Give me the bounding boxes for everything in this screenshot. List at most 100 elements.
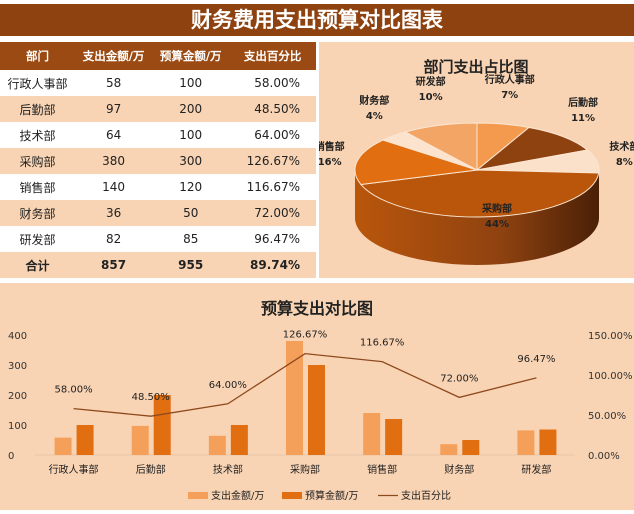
- pie-label-percent: 4%: [366, 111, 383, 122]
- y2-tick-label: 150.00%: [588, 331, 633, 342]
- cell-dept: 销售部: [19, 180, 56, 195]
- budget-bar: [153, 395, 171, 455]
- cell-budget: 85: [183, 232, 199, 246]
- header-dept: 部门: [0, 42, 76, 70]
- table-row: 研发部 82 85 96.47%: [0, 226, 316, 252]
- pie-label-percent: 7%: [501, 90, 518, 101]
- y2-tick-label: 0.00%: [588, 451, 620, 462]
- cell-dept: 研发部: [19, 232, 56, 247]
- cell-budget: 300: [152, 148, 230, 174]
- pie-label-category: 行政人事部: [484, 73, 535, 86]
- x-tick-label: 研发部: [521, 463, 551, 476]
- x-tick-label: 后勤部: [136, 463, 166, 476]
- y-tick-label: 0: [8, 451, 14, 462]
- legend-label: 支出百分比: [401, 489, 451, 502]
- spend-bar: [440, 444, 458, 455]
- pie-label-category: 销售部: [319, 140, 345, 153]
- cell-dept: 技术部: [19, 128, 56, 143]
- line-data-label: 96.47%: [517, 354, 555, 365]
- y-tick-label: 400: [8, 331, 27, 342]
- total-cell: 合计: [0, 252, 76, 278]
- percent-line: [73, 352, 537, 417]
- y2-tick-label: 50.00%: [588, 411, 626, 422]
- page-title: 财务费用支出预算对比图表: [0, 4, 634, 36]
- budget-bar: [76, 425, 94, 455]
- budget-bar: [539, 429, 557, 455]
- cell-budget: 100: [179, 128, 203, 142]
- cell-dept: 行政人事部: [7, 76, 68, 91]
- pie-label-percent: 10%: [419, 92, 443, 103]
- pie-slice: [354, 139, 478, 186]
- header-spend: 支出金额/万: [75, 42, 153, 70]
- cell-budget: 120: [179, 180, 203, 194]
- data-table: 部门 支出金额/万 预算金额/万 支出百分比 行政人事部 58 100 58.00% 后…: [0, 42, 316, 278]
- cell-dept: 财务部: [0, 200, 76, 226]
- combo-chart: 预算支出对比图 0 100 200 300 400 0.00% 50.00% 100.00% 15…: [8, 299, 633, 502]
- cell-budget: 50: [152, 200, 230, 226]
- cell-percent: 96.47%: [254, 232, 300, 246]
- table-row: 采购部 380 300 126.67%: [0, 148, 316, 174]
- cell-spend: 58: [105, 76, 122, 90]
- cell-percent: 72.00%: [229, 200, 316, 226]
- line-data-label: 126.67%: [283, 330, 328, 341]
- x-tick-label: 采购部: [290, 463, 320, 476]
- legend-label: 预算金额/万: [305, 489, 358, 502]
- table-row: 技术部 64 100 64.00%: [0, 122, 316, 148]
- line-data-label: 48.50%: [132, 392, 170, 403]
- total-cell: 955: [152, 252, 230, 278]
- table-header: 部门 支出金额/万 预算金额/万 支出百分比: [0, 42, 316, 70]
- cell-percent: 58.00%: [254, 76, 300, 90]
- legend-label: 支出金额/万: [211, 489, 264, 502]
- pie-label-percent: 8%: [616, 157, 633, 168]
- y-tick-label: 200: [8, 391, 27, 402]
- y-tick-label: 300: [8, 361, 27, 372]
- cell-spend: 64: [105, 128, 122, 142]
- line-data-label: 64.00%: [209, 380, 247, 391]
- table-row: 后勤部 97 200 48.50%: [0, 96, 316, 122]
- header-budget: 预算金额/万: [152, 42, 230, 70]
- budget-bar: [230, 425, 248, 455]
- spend-bar: [517, 430, 535, 455]
- pie-label-category: 财务部: [358, 94, 389, 107]
- pie-label-percent: 44%: [485, 219, 509, 230]
- bar-title: 预算支出对比图: [261, 299, 373, 318]
- cell-percent: 126.67%: [229, 148, 316, 174]
- cell-budget: 100: [179, 76, 203, 90]
- x-tick-label: 行政人事部: [49, 463, 99, 476]
- cell-dept: 后勤部: [0, 96, 76, 122]
- total-cell: 89.74%: [229, 252, 316, 278]
- cell-dept: 采购部: [0, 148, 76, 174]
- cell-spend: 82: [105, 232, 122, 246]
- spend-bar: [54, 437, 72, 455]
- cell-spend: 97: [75, 96, 153, 122]
- pie-label-percent: 16%: [319, 157, 342, 168]
- line-data-label: 58.00%: [55, 385, 93, 396]
- y-tick-label: 100: [8, 421, 27, 432]
- table-row: 财务部 36 50 72.00%: [0, 200, 316, 226]
- cell-percent: 116.67%: [246, 180, 300, 194]
- bar-chart-panel: 预算支出对比图 0 100 200 300 400 0.00% 50.00% 100.00% 15…: [0, 283, 634, 510]
- pie-label-category: 技术部: [609, 140, 634, 153]
- total-cell: 857: [75, 252, 153, 278]
- pie-slice: [475, 126, 589, 171]
- budget-bar: [462, 440, 480, 455]
- pie-slice: [359, 169, 600, 218]
- legend-swatch: [188, 492, 208, 499]
- cell-spend: 140: [102, 180, 126, 194]
- budget-bar: [385, 419, 403, 455]
- spend-bar: [363, 413, 381, 455]
- pie-label-category: 采购部: [481, 202, 512, 215]
- line-data-label: 72.00%: [440, 373, 478, 384]
- x-tick-label: 技术部: [213, 463, 243, 476]
- pie-label-category: 后勤部: [568, 96, 598, 109]
- pie-slice: [403, 122, 478, 171]
- spend-bar: [286, 341, 303, 455]
- pie-label-category: 研发部: [416, 75, 446, 88]
- table-row: 行政人事部 58 100 58.00%: [0, 70, 316, 96]
- x-tick-label: 销售部: [367, 463, 397, 476]
- budget-bar: [308, 365, 325, 455]
- header-percent: 支出百分比: [229, 42, 316, 70]
- legend-swatch: [282, 492, 302, 499]
